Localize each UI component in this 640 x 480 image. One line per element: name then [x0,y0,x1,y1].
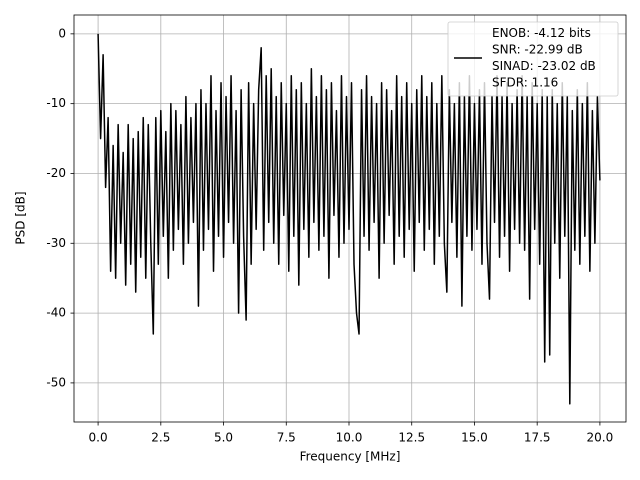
x-tick-label: 2.5 [151,431,170,445]
x-tick-label: 12.5 [398,431,425,445]
x-tick-label: 7.5 [277,431,296,445]
y-tick-label: -40 [46,306,66,320]
x-tick-label: 20.0 [587,431,614,445]
x-axis-label: Frequency [MHz] [300,450,401,464]
x-tick-label: 10.0 [336,431,363,445]
axes-frame [73,14,627,423]
x-tick-label: 5.0 [214,431,233,445]
ticks: 0.0 2.5 5.0 7.5 10.0 12.5 15.0 17.5 20.0 0 -10 -20 -… [46,26,613,444]
y-axis-label: PSD [dB] [14,191,28,244]
y-tick-label: 0 [58,26,66,40]
y-tick-label: -20 [46,166,66,180]
x-tick-label: 17.5 [524,431,551,445]
legend-label: ENOB: -4.12 bits SNR: -22.99 dB SINAD: -23… [492,26,596,90]
plot-area [97,33,601,405]
legend-box [447,21,619,97]
x-tick-label: 0.0 [89,431,108,445]
y-tick-label: -10 [46,96,66,110]
x-tick-label: 15.0 [461,431,488,445]
y-tick-label: -30 [46,236,66,250]
legend: ENOB: -4.12 bits SNR: -22.99 dB SINAD: -23… [447,21,619,97]
y-tick-label: -50 [46,375,66,389]
line-series [97,33,601,405]
